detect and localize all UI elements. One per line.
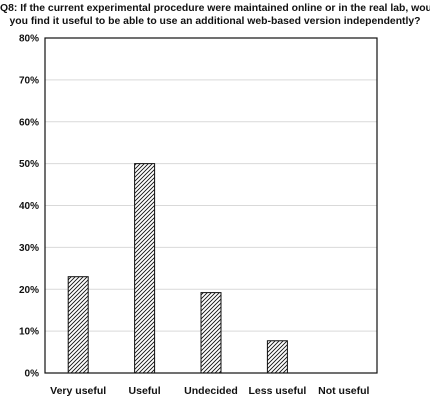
- y-tick-label: 30%: [19, 243, 39, 254]
- x-tick-label: Not useful: [318, 385, 369, 397]
- bar-very-useful: [67, 276, 89, 374]
- y-tick-label: 40%: [19, 201, 39, 212]
- y-tick-label: 70%: [19, 75, 39, 86]
- chart-title-line-1: Q8: If the current experimental procedur…: [0, 3, 430, 14]
- y-tick-label: 60%: [19, 117, 39, 128]
- y-tick-label: 0%: [25, 369, 40, 380]
- axes: [44, 37, 378, 374]
- bar-useful: [134, 163, 156, 374]
- y-tick-labels: 0% 10% 20% 30% 40% 50% 60% 70% 80%: [19, 34, 39, 380]
- chart-title-line-2: you find it useful to be able to use an …: [9, 16, 421, 27]
- y-tick-label: 50%: [19, 159, 39, 170]
- y-tick-label: 20%: [19, 285, 39, 296]
- x-tick-labels: Very useful Useful Undecided Less useful Not…: [50, 385, 369, 397]
- bar-undecided: [200, 292, 222, 374]
- x-tick-label: Undecided: [184, 385, 238, 397]
- y-tick-label: 10%: [19, 327, 39, 338]
- x-tick-label: Less useful: [249, 385, 307, 397]
- y-tick-label: 80%: [19, 34, 39, 45]
- chart-title: Q8: If the current experimental procedur…: [0, 2, 430, 28]
- bars: [67, 163, 288, 374]
- bar-less-useful: [266, 340, 288, 374]
- plot-frame: [44, 37, 378, 374]
- x-tick-label: Useful: [129, 385, 161, 397]
- x-tick-label: Very useful: [50, 385, 106, 397]
